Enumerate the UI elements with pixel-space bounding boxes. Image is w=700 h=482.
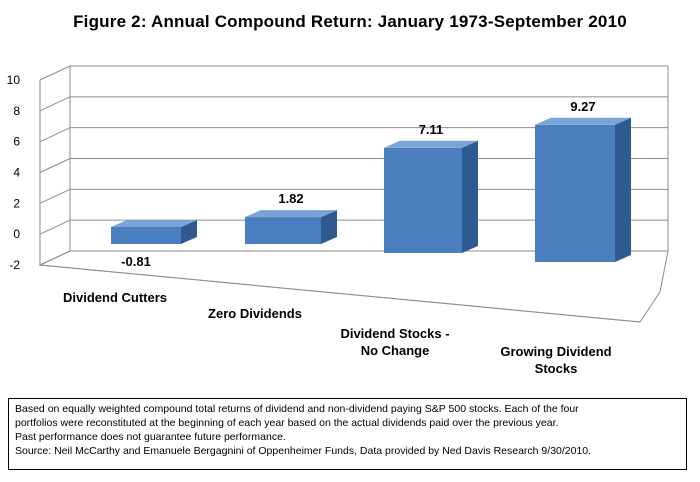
- bar-side: [321, 210, 337, 244]
- gridline-side: [39, 219, 71, 235]
- bar: [111, 227, 181, 244]
- category-label: Zero Dividends: [208, 306, 302, 321]
- bar-chart: 10 8 6 4 2 0 -2 -0.81 1.82 7.11 9.27 Dividend Cutte…: [7, 65, 669, 376]
- category-label: Growing Dividend Stocks: [500, 344, 611, 376]
- gridline-side: [39, 96, 71, 112]
- y-tick-label: 10: [7, 73, 21, 87]
- gridline-side: [39, 65, 71, 81]
- floor-front-edge: [39, 264, 641, 323]
- bars: [111, 117, 631, 262]
- bar: [535, 124, 615, 262]
- y-tick-label: 0: [13, 227, 20, 241]
- gridline-side: [39, 188, 71, 204]
- y-tick-label: 2: [13, 196, 20, 210]
- bar: [245, 217, 321, 244]
- data-label: 9.27: [570, 99, 595, 114]
- footnote-line: Based on equally weighted compound total…: [15, 403, 579, 415]
- bar-top: [245, 210, 337, 218]
- y-tick-label: -2: [9, 258, 20, 272]
- category-label: Dividend Stocks -No Change: [340, 326, 449, 358]
- data-label: 1.82: [278, 191, 303, 206]
- footnote-line: portfolios were reconstituted at the beg…: [15, 417, 559, 429]
- data-label: 7.11: [419, 122, 444, 137]
- bar-top: [384, 140, 478, 148]
- axes: [38, 66, 669, 323]
- bar-side: [462, 140, 478, 253]
- gridline-side: [39, 127, 71, 143]
- footnote-line: Source: Neil McCarthy and Emanuele Berga…: [15, 445, 592, 457]
- y-tick-label: 8: [13, 104, 20, 118]
- bar-side: [615, 117, 631, 262]
- y-tick-label: 4: [13, 166, 20, 180]
- bar-top: [535, 117, 631, 125]
- footnote-line: Past performance does not guarantee futu…: [15, 431, 286, 443]
- bar-side: [181, 220, 197, 244]
- footnote-box: Based on equally weighted compound total…: [8, 398, 687, 470]
- data-label: -0.81: [121, 254, 151, 269]
- gridline-side: [39, 158, 71, 173]
- labels: 10 8 6 4 2 0 -2 -0.81 1.82 7.11 9.27 Dividend Cutte…: [7, 73, 612, 376]
- chart-title: Figure 2: Annual Compound Return: Januar…: [73, 12, 627, 31]
- category-label: Dividend Cutters: [63, 290, 167, 305]
- y-tick-label: 6: [13, 135, 20, 149]
- bar: [384, 147, 462, 253]
- bar-top: [111, 220, 197, 227]
